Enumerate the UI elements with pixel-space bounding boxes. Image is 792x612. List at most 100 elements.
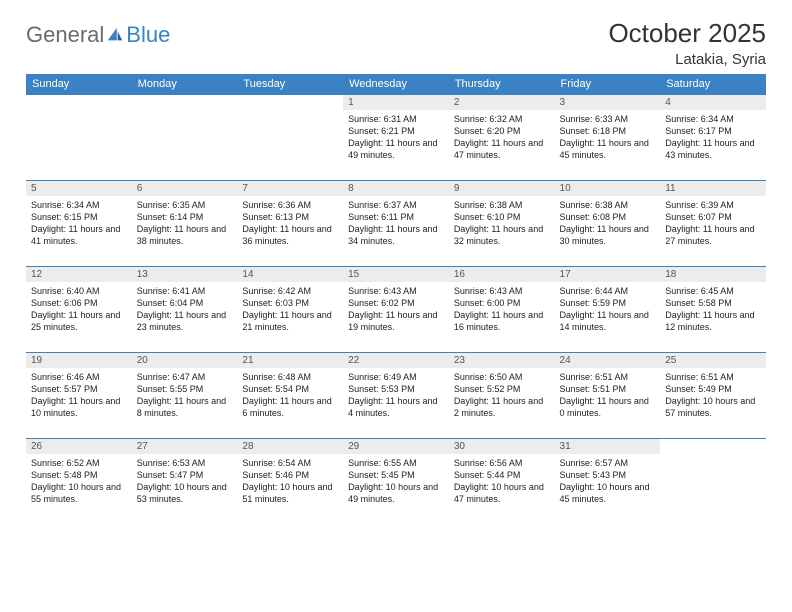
day-number: 31 [555, 439, 661, 454]
day-body: Sunrise: 6:53 AMSunset: 5:47 PMDaylight:… [132, 454, 238, 509]
day-number: 24 [555, 353, 661, 368]
logo: General Blue [26, 18, 170, 48]
calendar-day-cell: 20Sunrise: 6:47 AMSunset: 5:55 PMDayligh… [132, 353, 238, 439]
header: General Blue October 2025 Latakia, Syria [26, 18, 766, 68]
day-body: Sunrise: 6:38 AMSunset: 6:10 PMDaylight:… [449, 196, 555, 251]
calendar-day-cell: 25Sunrise: 6:51 AMSunset: 5:49 PMDayligh… [660, 353, 766, 439]
day-number: 16 [449, 267, 555, 282]
day-body: Sunrise: 6:48 AMSunset: 5:54 PMDaylight:… [237, 368, 343, 423]
calendar-day-cell: 1Sunrise: 6:31 AMSunset: 6:21 PMDaylight… [343, 95, 449, 181]
calendar-day-cell: 24Sunrise: 6:51 AMSunset: 5:51 PMDayligh… [555, 353, 661, 439]
day-body: Sunrise: 6:49 AMSunset: 5:53 PMDaylight:… [343, 368, 449, 423]
calendar-week-row: 12Sunrise: 6:40 AMSunset: 6:06 PMDayligh… [26, 267, 766, 353]
calendar-day-cell: 10Sunrise: 6:38 AMSunset: 6:08 PMDayligh… [555, 181, 661, 267]
day-body: Sunrise: 6:50 AMSunset: 5:52 PMDaylight:… [449, 368, 555, 423]
day-number: 8 [343, 181, 449, 196]
day-number: 19 [26, 353, 132, 368]
day-body: Sunrise: 6:43 AMSunset: 6:00 PMDaylight:… [449, 282, 555, 337]
day-number: 21 [237, 353, 343, 368]
calendar-empty-cell [237, 95, 343, 181]
logo-text-general: General [26, 22, 104, 48]
day-number: 5 [26, 181, 132, 196]
weekday-header: Sunday [26, 74, 132, 95]
calendar-day-cell: 28Sunrise: 6:54 AMSunset: 5:46 PMDayligh… [237, 439, 343, 525]
day-body: Sunrise: 6:41 AMSunset: 6:04 PMDaylight:… [132, 282, 238, 337]
weekday-header: Saturday [660, 74, 766, 95]
calendar-day-cell: 31Sunrise: 6:57 AMSunset: 5:43 PMDayligh… [555, 439, 661, 525]
day-number: 25 [660, 353, 766, 368]
weekday-header: Tuesday [237, 74, 343, 95]
weekday-header: Friday [555, 74, 661, 95]
day-number: 11 [660, 181, 766, 196]
day-number: 23 [449, 353, 555, 368]
calendar-table: SundayMondayTuesdayWednesdayThursdayFrid… [26, 74, 766, 525]
weekday-header: Monday [132, 74, 238, 95]
calendar-day-cell: 30Sunrise: 6:56 AMSunset: 5:44 PMDayligh… [449, 439, 555, 525]
day-number: 7 [237, 181, 343, 196]
day-body: Sunrise: 6:34 AMSunset: 6:17 PMDaylight:… [660, 110, 766, 165]
day-number: 22 [343, 353, 449, 368]
day-body: Sunrise: 6:47 AMSunset: 5:55 PMDaylight:… [132, 368, 238, 423]
calendar-day-cell: 19Sunrise: 6:46 AMSunset: 5:57 PMDayligh… [26, 353, 132, 439]
day-number: 20 [132, 353, 238, 368]
day-body: Sunrise: 6:57 AMSunset: 5:43 PMDaylight:… [555, 454, 661, 509]
day-number: 12 [26, 267, 132, 282]
logo-sail-icon [106, 26, 124, 44]
day-number: 14 [237, 267, 343, 282]
day-number: 1 [343, 95, 449, 110]
day-number: 28 [237, 439, 343, 454]
day-body: Sunrise: 6:38 AMSunset: 6:08 PMDaylight:… [555, 196, 661, 251]
calendar-body: 1Sunrise: 6:31 AMSunset: 6:21 PMDaylight… [26, 95, 766, 525]
day-number: 6 [132, 181, 238, 196]
calendar-day-cell: 4Sunrise: 6:34 AMSunset: 6:17 PMDaylight… [660, 95, 766, 181]
day-body: Sunrise: 6:43 AMSunset: 6:02 PMDaylight:… [343, 282, 449, 337]
calendar-day-cell: 11Sunrise: 6:39 AMSunset: 6:07 PMDayligh… [660, 181, 766, 267]
calendar-day-cell: 2Sunrise: 6:32 AMSunset: 6:20 PMDaylight… [449, 95, 555, 181]
calendar-head: SundayMondayTuesdayWednesdayThursdayFrid… [26, 74, 766, 95]
day-body: Sunrise: 6:33 AMSunset: 6:18 PMDaylight:… [555, 110, 661, 165]
day-body: Sunrise: 6:39 AMSunset: 6:07 PMDaylight:… [660, 196, 766, 251]
day-body: Sunrise: 6:37 AMSunset: 6:11 PMDaylight:… [343, 196, 449, 251]
page-subtitle: Latakia, Syria [608, 51, 766, 68]
day-number: 18 [660, 267, 766, 282]
calendar-day-cell: 5Sunrise: 6:34 AMSunset: 6:15 PMDaylight… [26, 181, 132, 267]
calendar-day-cell: 22Sunrise: 6:49 AMSunset: 5:53 PMDayligh… [343, 353, 449, 439]
weekday-header: Thursday [449, 74, 555, 95]
calendar-day-cell: 26Sunrise: 6:52 AMSunset: 5:48 PMDayligh… [26, 439, 132, 525]
day-number: 30 [449, 439, 555, 454]
calendar-day-cell: 29Sunrise: 6:55 AMSunset: 5:45 PMDayligh… [343, 439, 449, 525]
calendar-day-cell: 27Sunrise: 6:53 AMSunset: 5:47 PMDayligh… [132, 439, 238, 525]
day-number: 3 [555, 95, 661, 110]
day-body: Sunrise: 6:31 AMSunset: 6:21 PMDaylight:… [343, 110, 449, 165]
calendar-page: General Blue October 2025 Latakia, Syria… [0, 0, 792, 543]
calendar-day-cell: 23Sunrise: 6:50 AMSunset: 5:52 PMDayligh… [449, 353, 555, 439]
day-number: 27 [132, 439, 238, 454]
day-body: Sunrise: 6:52 AMSunset: 5:48 PMDaylight:… [26, 454, 132, 509]
calendar-day-cell: 6Sunrise: 6:35 AMSunset: 6:14 PMDaylight… [132, 181, 238, 267]
calendar-day-cell: 16Sunrise: 6:43 AMSunset: 6:00 PMDayligh… [449, 267, 555, 353]
calendar-day-cell: 13Sunrise: 6:41 AMSunset: 6:04 PMDayligh… [132, 267, 238, 353]
day-body: Sunrise: 6:32 AMSunset: 6:20 PMDaylight:… [449, 110, 555, 165]
page-title: October 2025 [608, 18, 766, 49]
calendar-day-cell: 8Sunrise: 6:37 AMSunset: 6:11 PMDaylight… [343, 181, 449, 267]
day-body: Sunrise: 6:44 AMSunset: 5:59 PMDaylight:… [555, 282, 661, 337]
calendar-day-cell: 9Sunrise: 6:38 AMSunset: 6:10 PMDaylight… [449, 181, 555, 267]
day-number: 2 [449, 95, 555, 110]
day-number: 13 [132, 267, 238, 282]
day-number: 9 [449, 181, 555, 196]
calendar-day-cell: 3Sunrise: 6:33 AMSunset: 6:18 PMDaylight… [555, 95, 661, 181]
day-body: Sunrise: 6:34 AMSunset: 6:15 PMDaylight:… [26, 196, 132, 251]
calendar-week-row: 19Sunrise: 6:46 AMSunset: 5:57 PMDayligh… [26, 353, 766, 439]
day-body: Sunrise: 6:40 AMSunset: 6:06 PMDaylight:… [26, 282, 132, 337]
day-number: 26 [26, 439, 132, 454]
calendar-empty-cell [132, 95, 238, 181]
day-body: Sunrise: 6:51 AMSunset: 5:49 PMDaylight:… [660, 368, 766, 423]
calendar-day-cell: 15Sunrise: 6:43 AMSunset: 6:02 PMDayligh… [343, 267, 449, 353]
weekday-header: Wednesday [343, 74, 449, 95]
day-body: Sunrise: 6:55 AMSunset: 5:45 PMDaylight:… [343, 454, 449, 509]
day-number: 15 [343, 267, 449, 282]
calendar-day-cell: 7Sunrise: 6:36 AMSunset: 6:13 PMDaylight… [237, 181, 343, 267]
calendar-empty-cell [660, 439, 766, 525]
calendar-week-row: 5Sunrise: 6:34 AMSunset: 6:15 PMDaylight… [26, 181, 766, 267]
day-body: Sunrise: 6:51 AMSunset: 5:51 PMDaylight:… [555, 368, 661, 423]
